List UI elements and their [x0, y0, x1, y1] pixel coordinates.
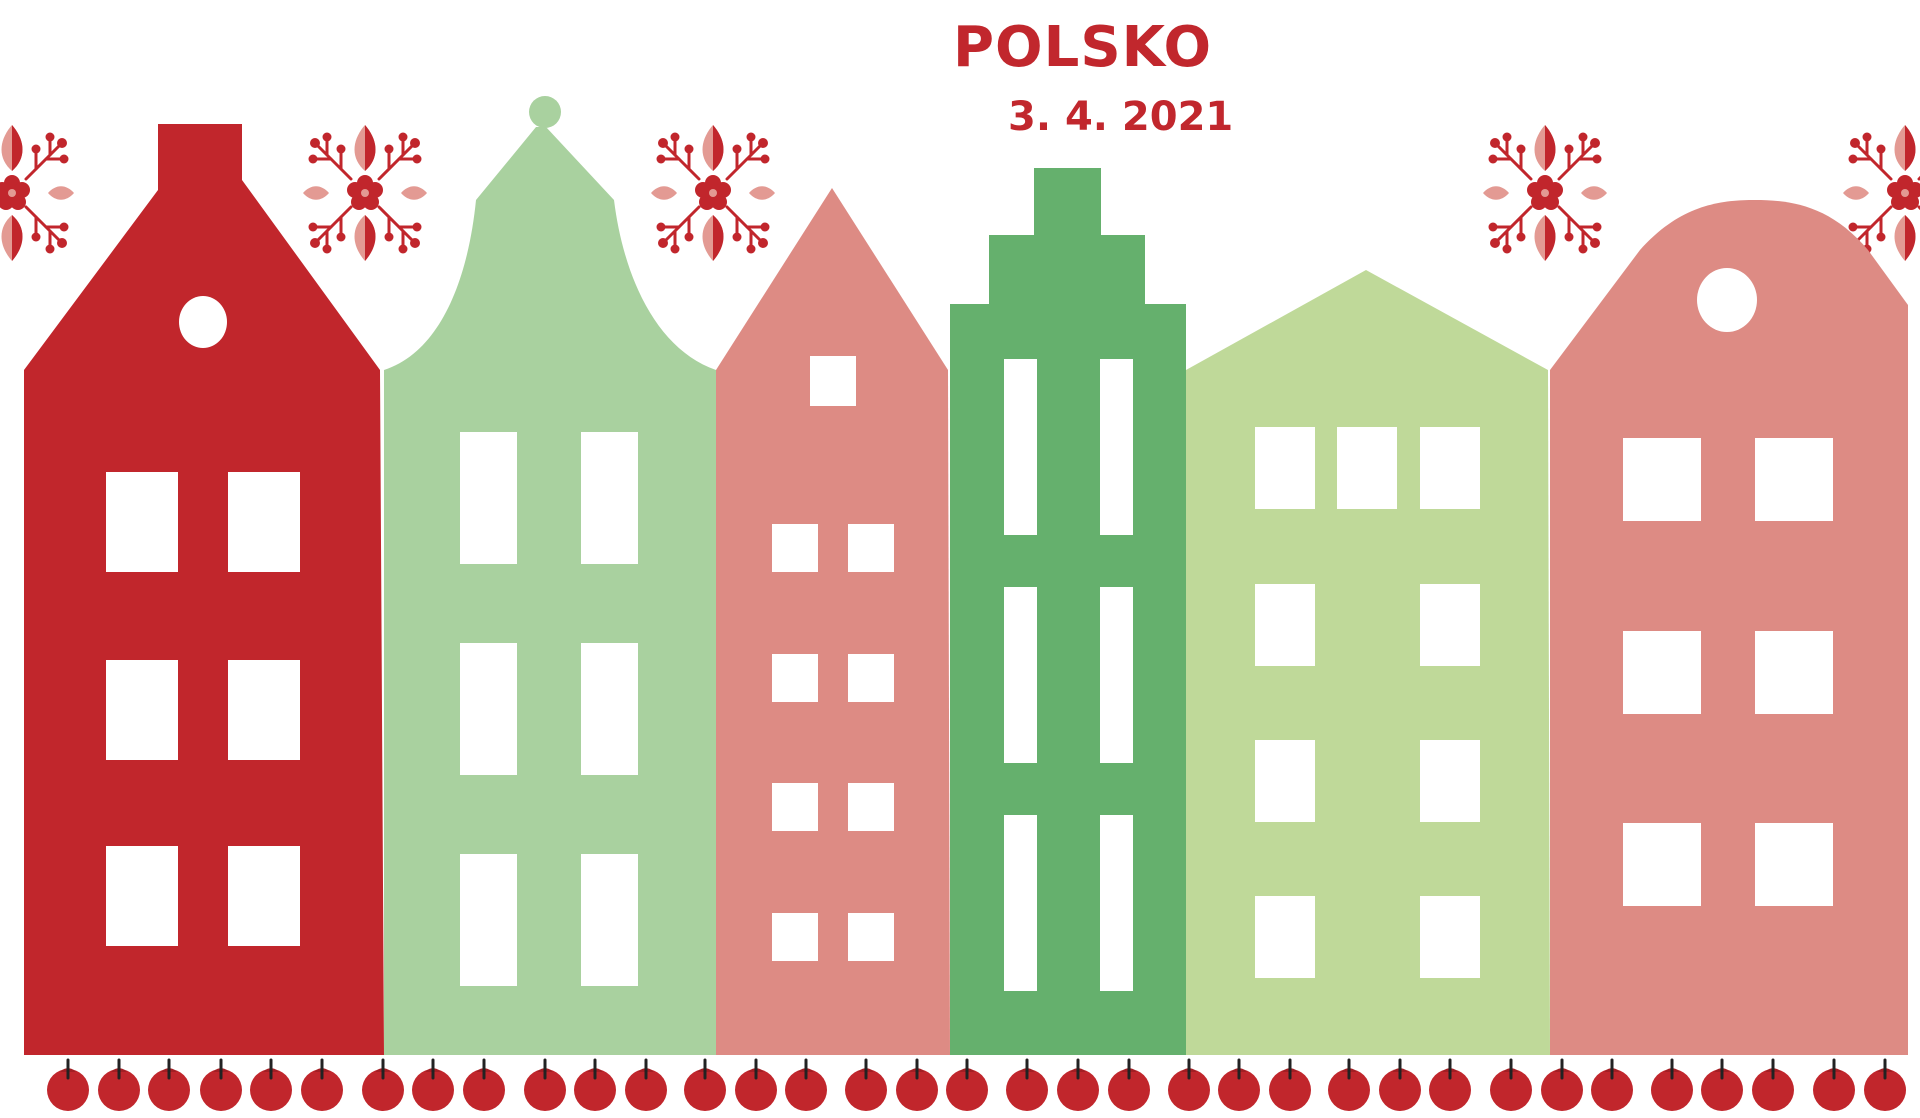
window-grid — [772, 356, 894, 961]
apple-icon — [461, 1058, 507, 1113]
apple-icon — [682, 1058, 728, 1113]
apple-icon — [783, 1058, 829, 1113]
apple-icon — [1589, 1058, 1635, 1113]
apple-icon — [1326, 1058, 1372, 1113]
window-grid — [1623, 438, 1833, 906]
folk-flower-ornament-icon — [0, 123, 76, 263]
house-salmon-arched — [1550, 200, 1908, 1055]
apple-icon — [1862, 1058, 1908, 1113]
apple-icon — [1488, 1058, 1534, 1113]
round-window — [179, 296, 227, 348]
house-green — [950, 168, 1186, 1055]
apple-icon — [360, 1058, 406, 1113]
apple-icon — [1106, 1058, 1152, 1113]
apple-icon — [1427, 1058, 1473, 1113]
apple-icon — [1004, 1058, 1050, 1113]
apple-icon — [1216, 1058, 1262, 1113]
apple-icon — [733, 1058, 779, 1113]
house-salmon — [716, 188, 950, 1055]
apple-icon — [522, 1058, 568, 1113]
apple-icon — [1811, 1058, 1857, 1113]
folk-flower-ornament-icon — [301, 123, 429, 263]
apple-icon — [1649, 1058, 1695, 1113]
apple-icon — [198, 1058, 244, 1113]
apple-icon — [96, 1058, 142, 1113]
apple-icon — [1055, 1058, 1101, 1113]
apple-icon — [1377, 1058, 1423, 1113]
house-pale-green — [1186, 270, 1550, 1055]
apple-icon — [1539, 1058, 1585, 1113]
apple-icon — [1267, 1058, 1313, 1113]
apple-icon — [843, 1058, 889, 1113]
round-window — [1697, 268, 1757, 332]
apple-icon — [146, 1058, 192, 1113]
page-title: POLSKO — [953, 15, 1212, 80]
folk-flower-ornament-icon — [1481, 123, 1609, 263]
window-grid — [1004, 359, 1133, 991]
window-grid — [106, 472, 300, 946]
ornament-row — [0, 123, 1920, 263]
apple-icon — [1750, 1058, 1796, 1113]
apple-icon — [299, 1058, 345, 1113]
apple-icon — [894, 1058, 940, 1113]
folk-flower-ornament-icon — [649, 123, 777, 263]
apple-icon — [1699, 1058, 1745, 1113]
house-red — [24, 124, 384, 1055]
apple-icon — [944, 1058, 990, 1113]
window-grid — [460, 432, 638, 986]
house-light-green — [384, 96, 716, 1055]
date-label: 3. 4. 2021 — [1008, 94, 1233, 140]
apple-icon — [572, 1058, 618, 1113]
roof-ball — [529, 96, 561, 128]
apple-icon — [1166, 1058, 1212, 1113]
apple-icon — [45, 1058, 91, 1113]
apple-row — [45, 1058, 1908, 1113]
window-grid — [1255, 427, 1480, 978]
apple-icon — [623, 1058, 669, 1113]
apple-icon — [248, 1058, 294, 1113]
apple-icon — [410, 1058, 456, 1113]
